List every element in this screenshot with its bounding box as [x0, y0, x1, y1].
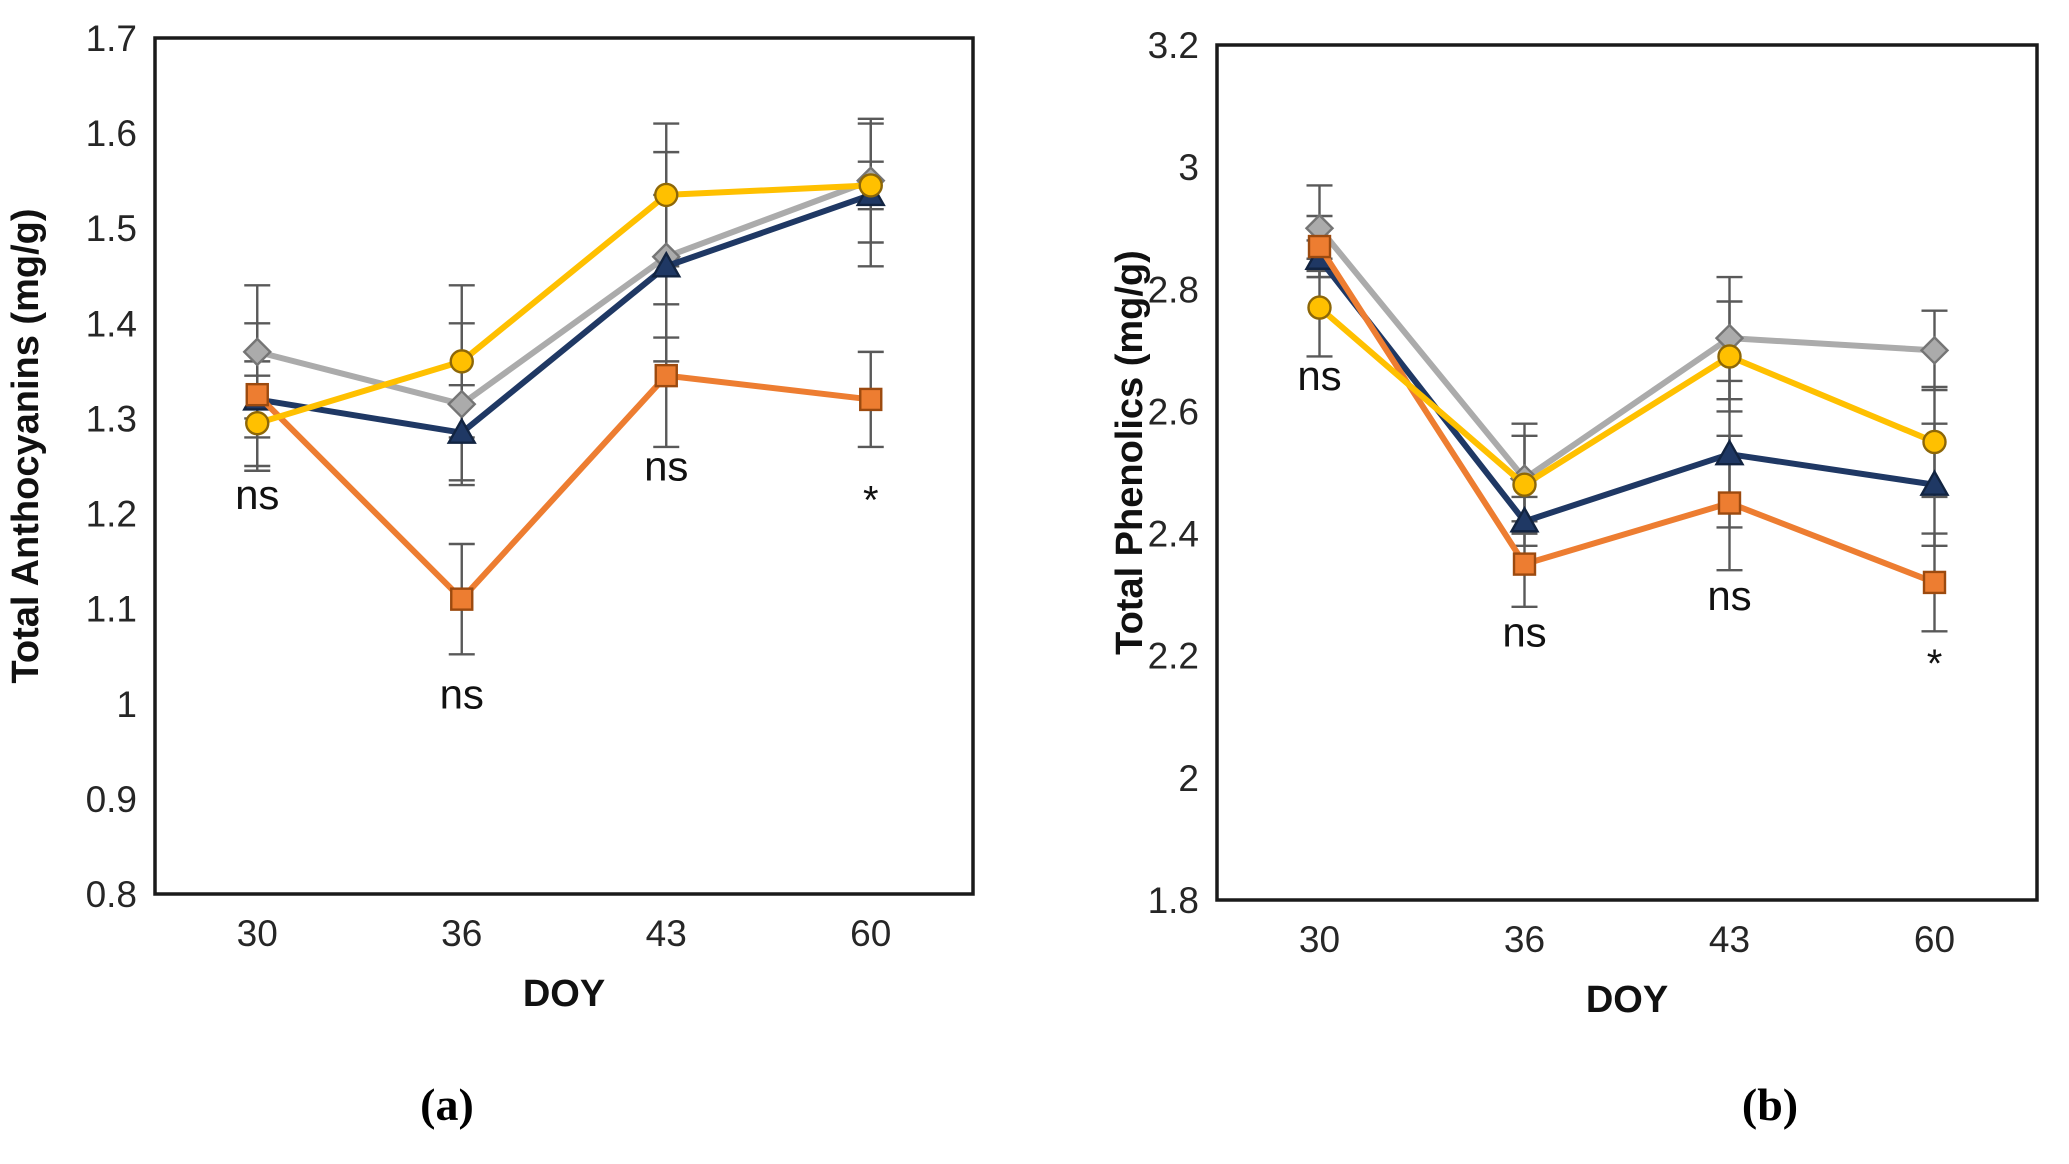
yellow-circle-marker: [1717, 344, 1742, 369]
yellow-circle-marker: [1512, 472, 1537, 497]
orange-square-marker: [245, 382, 269, 407]
plot-frame: [1215, 43, 2039, 902]
y-tick-label: 1.8: [1148, 880, 1199, 921]
navy-triangle-line: [1316, 255, 1938, 525]
gray-diamond-marker: [1919, 335, 1950, 366]
y-tick-label: 1.6: [86, 113, 137, 154]
x-tick-label: 60: [1914, 919, 1955, 960]
significance-label: ns: [440, 671, 484, 718]
yellow-circle-line: [1316, 304, 1938, 488]
y-tick-label: 3.2: [1148, 25, 1199, 66]
orange-square-marker: [1922, 570, 1947, 595]
yellow-circle-marker: [245, 411, 270, 436]
y-tick-label: 1: [116, 684, 137, 725]
significance-label: ns: [644, 442, 688, 489]
y-tick-label: 0.9: [86, 779, 137, 820]
plot-frame: [153, 36, 975, 896]
significance-label: ns: [1502, 609, 1546, 656]
y-axis-title: Total Phenolics (mg/g): [1109, 250, 1151, 655]
orange-square-line: [1316, 243, 1938, 586]
navy-triangle-line: [254, 191, 874, 436]
x-tick-label: 36: [1504, 919, 1545, 960]
navy-triangle-marker: [446, 417, 477, 444]
orange-square-marker: [1512, 552, 1537, 576]
caption-panel-b: (b): [1741, 1079, 1799, 1130]
x-tick-label: 43: [646, 913, 687, 954]
gray-diamond-marker: [447, 389, 477, 419]
gray-diamond-line: [254, 177, 874, 408]
orange-square-marker: [1307, 234, 1332, 259]
x-tick-label: 30: [237, 913, 278, 954]
navy-triangle-marker: [1714, 438, 1745, 466]
y-tick-label: 2.6: [1148, 391, 1199, 432]
significance-label: ns: [1297, 352, 1341, 399]
y-tick-label: 1.4: [86, 303, 137, 344]
y-tick-label: 1.2: [86, 494, 137, 535]
yellow-circle-marker: [858, 173, 883, 198]
yellow-circle-marker: [654, 182, 679, 208]
yellow-circle-marker: [1307, 295, 1332, 320]
navy-triangle-marker: [1919, 469, 1950, 496]
significance-label: *: [1927, 642, 1943, 686]
y-tick-label: 2.8: [1148, 269, 1199, 310]
orange-square-marker: [1717, 491, 1742, 515]
orange-square-marker: [859, 387, 883, 412]
y-tick-label: 0.8: [86, 874, 137, 915]
y-tick-label: 2.4: [1148, 514, 1199, 555]
y-tick-label: 1.3: [86, 398, 137, 439]
orange-square-marker: [450, 587, 474, 611]
caption-panel-a: (a): [420, 1079, 474, 1130]
y-tick-label: 2.2: [1148, 636, 1199, 677]
x-axis-title: DOY: [523, 973, 605, 1015]
x-tick-label: 30: [1299, 919, 1340, 960]
x-tick-label: 43: [1709, 919, 1750, 960]
yellow-circle-line: [254, 182, 874, 427]
significance-label: ns: [1707, 572, 1751, 619]
y-axis-title: Total Anthocyanins (mg/g): [5, 209, 47, 684]
significance-label: ns: [235, 471, 279, 518]
orange-square-marker: [654, 363, 678, 388]
y-tick-label: 3: [1178, 147, 1199, 188]
y-tick-label: 2: [1178, 758, 1199, 799]
significance-label: *: [863, 479, 879, 523]
y-tick-label: 1.1: [86, 589, 137, 630]
x-tick-label: 60: [850, 913, 891, 954]
y-tick-label: 1.7: [86, 18, 137, 59]
navy-triangle-marker: [651, 250, 682, 278]
x-axis-title: DOY: [1586, 979, 1668, 1021]
yellow-circle-marker: [1922, 429, 1947, 455]
gray-diamond-marker: [242, 337, 272, 367]
chart-panel-b: 3.2 3 2.8 2.6 2.4 2.2 2 1.8 30 36 43 60 DOY Total Phe…: [1109, 25, 2039, 1021]
gray-diamond-line: [1316, 225, 1938, 482]
orange-square-line: [254, 372, 874, 603]
navy-triangle-marker: [1509, 505, 1540, 533]
yellow-circle-marker: [449, 349, 474, 374]
x-tick-label: 36: [441, 913, 482, 954]
chart-panel-a: 1.7 1.6 1.5 1.4 1.3 1.2 1.1 1 0.9 0.8 30 36 43 60 DOY T…: [5, 18, 975, 1015]
y-tick-label: 1.5: [86, 208, 137, 249]
